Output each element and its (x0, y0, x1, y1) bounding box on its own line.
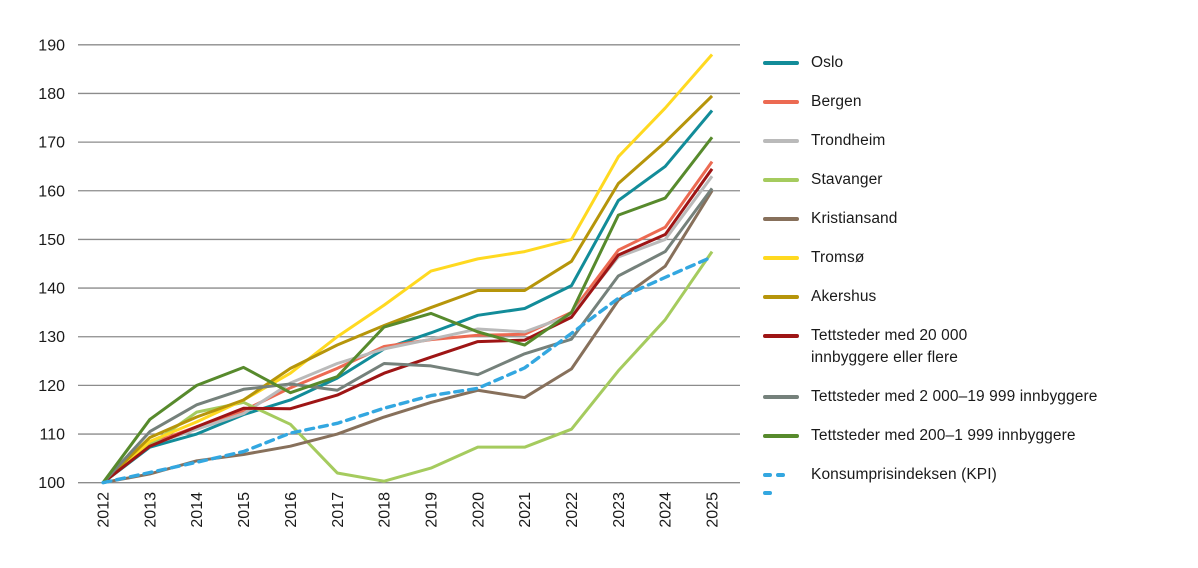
y-axis-tick-label: 100 (38, 475, 65, 492)
legend-swatch-kristiansand (763, 217, 799, 221)
legend-label-tettsteder-med-2-000-19-999-innbyggere: Tettsteder med 2 000–19 999 innbyggere (811, 388, 1098, 405)
y-axis-tick-label: 120 (38, 378, 65, 395)
legend-label-tettsteder-med-20-000-innbyggere-eller-flere: Tettsteder med 20 000 innbyggere eller fl… (811, 327, 968, 366)
legend-label-trondheim: Trondheim (811, 132, 886, 149)
legend-item-bergen: Bergen (763, 91, 1193, 113)
legend-swatch-tettsteder-med-200-1-999-innbyggere (763, 434, 799, 438)
y-axis-tick-label: 150 (38, 232, 65, 249)
series-line-tromsø (102, 53, 714, 484)
legend-label-konsumprisindeksen-kpi-: Konsumprisindeksen (KPI) (811, 466, 997, 483)
y-axis-tick-label: 140 (38, 281, 65, 298)
series-line-konsumprisindeksen-kpi- (101, 255, 714, 485)
legend-item-tettsteder-med-20-000-innbyggere-eller-flere: Tettsteder med 20 000 innbyggere eller fl… (763, 325, 1193, 369)
legend-swatch-stavanger (763, 178, 799, 182)
legend-swatch-tromsø (763, 256, 799, 260)
legend-item-konsumprisindeksen-kpi-: Konsumprisindeksen (KPI) (763, 464, 1193, 495)
y-axis-tick-label: 170 (38, 135, 65, 152)
legend-swatch-oslo (763, 61, 799, 65)
series-line-stavanger (102, 250, 714, 484)
x-axis-tick-label: 2021 (517, 492, 534, 528)
legend-dash (763, 491, 772, 495)
y-axis-tick-label: 110 (39, 427, 65, 444)
legend-label-oslo: Oslo (811, 54, 844, 71)
chart-legend: Oslo Bergen Trondheim Stavanger Kristiansand… (763, 52, 1193, 495)
x-axis-tick-label: 2020 (470, 492, 487, 528)
legend-item-trondheim: Trondheim (763, 130, 1193, 152)
legend-item-akershus: Akershus (763, 286, 1193, 308)
x-axis-tick-label: 2022 (564, 492, 581, 528)
legend-label-stavanger: Stavanger (811, 171, 883, 188)
series-line-oslo (102, 109, 714, 484)
x-axis-tick-label: 2018 (377, 492, 394, 528)
legend-swatch-konsumprisindeksen-kpi- (763, 473, 799, 495)
legend-label-tromsø: Tromsø (811, 249, 865, 266)
legend-label-bergen: Bergen (811, 93, 862, 110)
chart-area: 100 110 120 130 140 150 160 170 180 190 2012 2013 20… (38, 37, 740, 528)
legend-swatch-tettsteder-med-20-000-innbyggere-eller-flere (763, 334, 799, 338)
x-axis-tick-label: 2015 (236, 492, 253, 528)
legend-item-kristiansand: Kristiansand (763, 208, 1193, 230)
legend-label-tettsteder-med-200-1-999-innbyggere: Tettsteder med 200–1 999 innbyggere (811, 427, 1076, 444)
x-axis-tick-label: 2016 (283, 492, 300, 528)
series-line-akershus (101, 94, 714, 484)
x-axis-tick-label: 2019 (423, 492, 440, 528)
legend-swatch-tettsteder-med-2-000-19-999-innbyggere (763, 395, 799, 399)
legend-item-stavanger: Stavanger (763, 169, 1193, 191)
legend-item-tettsteder-med-2-000-19-999-innbyggere: Tettsteder med 2 000–19 999 innbyggere (763, 386, 1193, 408)
y-axis-tick-label: 160 (38, 183, 65, 200)
legend-dash (776, 473, 785, 477)
legend-item-oslo: Oslo (763, 52, 1193, 74)
legend-item-tromsø: Tromsø (763, 247, 1193, 269)
legend-label-kristiansand: Kristiansand (811, 210, 898, 227)
legend-dash (763, 473, 772, 477)
y-axis-tick-label: 190 (38, 37, 65, 54)
x-axis-tick-label: 2012 (96, 492, 113, 528)
x-axis-tick-label: 2017 (330, 492, 347, 528)
legend-swatch-bergen (763, 100, 799, 104)
x-axis-tick-label: 2025 (705, 492, 722, 528)
legend-label-akershus: Akershus (811, 288, 877, 305)
legend-item-tettsteder-med-200-1-999-innbyggere: Tettsteder med 200–1 999 innbyggere (763, 425, 1193, 447)
x-axis-tick-label: 2013 (142, 492, 159, 528)
y-axis-tick-label: 130 (38, 329, 65, 346)
x-axis-tick-label: 2023 (611, 492, 628, 528)
y-axis-tick-label: 180 (38, 86, 65, 103)
x-axis-tick-label: 2014 (189, 492, 206, 528)
series-line-tettsteder-med-200-1-999-innbyggere (101, 136, 714, 484)
legend-swatch-trondheim (763, 139, 799, 143)
series-line-trondheim (102, 175, 714, 484)
x-axis-tick-label: 2024 (658, 492, 675, 528)
line-chart-canvas: 100 110 120 130 140 150 160 170 180 190 2012 2013 20… (38, 37, 740, 528)
legend-swatch-akershus (763, 295, 799, 299)
series-line-tettsteder-med-2-000-19-999-innbyggere (101, 187, 714, 484)
